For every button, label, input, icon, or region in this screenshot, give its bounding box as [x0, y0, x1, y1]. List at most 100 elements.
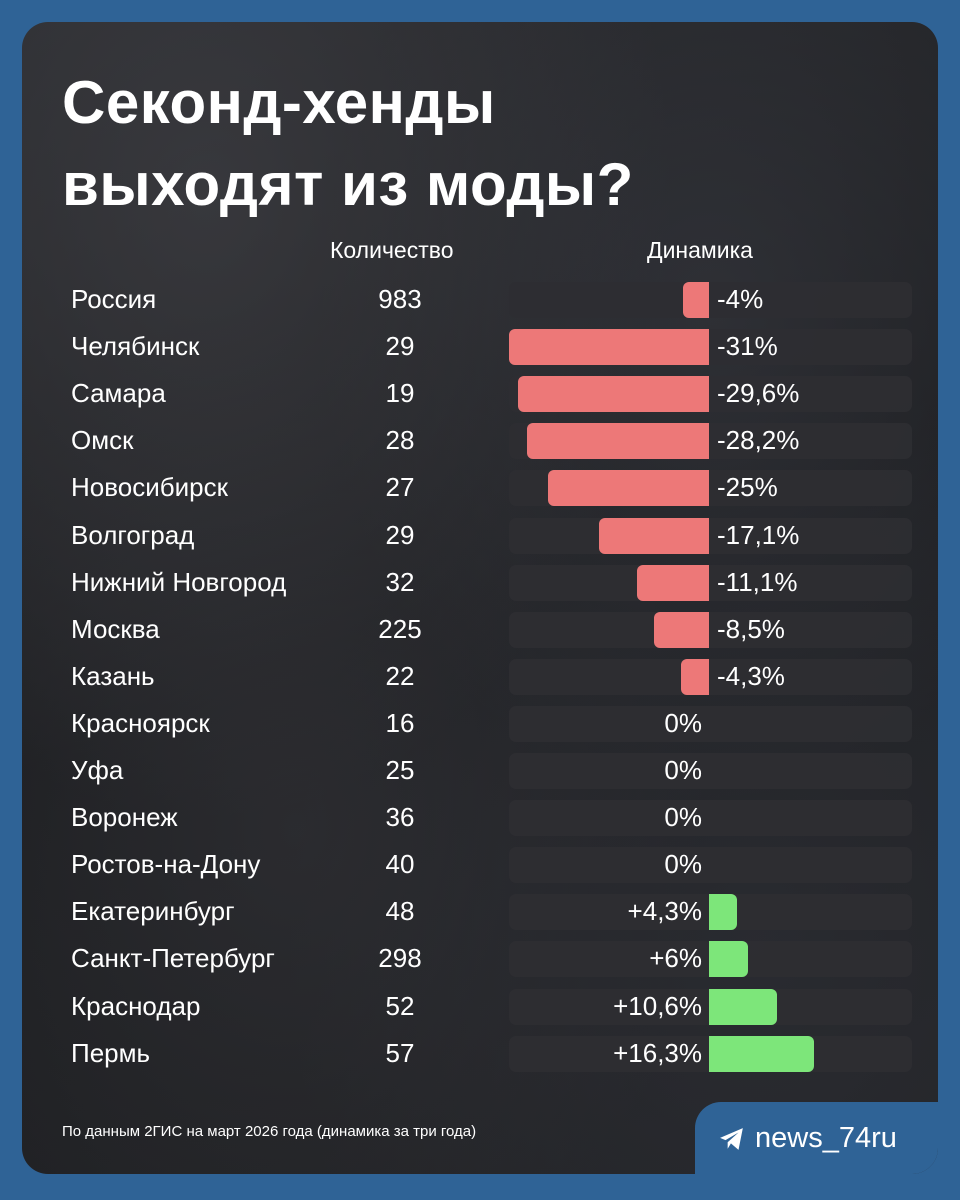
dynamic-label: -4%: [717, 284, 764, 314]
table-row: Новосибирск 27 -25%: [22, 467, 938, 509]
count-value: 16: [385, 707, 415, 738]
dynamic-bar: [683, 282, 709, 318]
city-name: Ростов-на-Дону: [71, 849, 261, 880]
dynamic-bar: [518, 376, 709, 413]
table-row: Красноярск 16 0%: [22, 703, 938, 745]
dynamic-label: -4,3%: [717, 660, 785, 691]
count-value: 298: [378, 943, 422, 974]
table-row: Краснодар 52 +10,6%: [22, 986, 938, 1028]
count-value: 52: [385, 990, 415, 1021]
city-name: Самара: [71, 378, 166, 409]
city-name: Челябинск: [71, 331, 200, 362]
city-name: Омск: [71, 425, 134, 456]
city-name: Уфа: [71, 755, 124, 785]
dynamic-bar: [709, 988, 778, 1025]
bar-track: [509, 517, 912, 554]
column-header-count: Количество: [330, 237, 454, 263]
city-name: Санкт-Петербург: [71, 943, 275, 974]
bar-track: [509, 705, 912, 742]
dynamic-label: -11,1%: [717, 566, 798, 597]
title-line-1: Секонд-хенды: [62, 69, 496, 136]
dynamic-bar: [547, 470, 709, 507]
infographic-card: Секонд-хенды выходят из моды? Количество…: [22, 22, 938, 1174]
bar-track: [509, 800, 912, 837]
table-row: Волгоград 29 -17,1%: [22, 515, 938, 557]
dynamic-label: 0%: [664, 849, 702, 880]
city-name: Пермь: [71, 1037, 151, 1068]
table-row: Уфа 25 0%: [22, 750, 938, 792]
dynamic-label: -31%: [717, 331, 778, 362]
city-name: Красноярск: [71, 707, 210, 738]
count-value: 983: [378, 284, 422, 314]
dynamic-label: -17,1%: [717, 519, 800, 550]
brand-name: news_74ru: [755, 1122, 897, 1154]
dynamic-bar: [637, 564, 709, 601]
city-name: Россия: [71, 284, 157, 314]
dynamic-label: 0%: [664, 802, 702, 833]
count-value: 57: [385, 1037, 415, 1068]
table-row: Екатеринбург 48 +4,3%: [22, 891, 938, 933]
count-value: 29: [385, 519, 415, 550]
city-name: Екатеринбург: [71, 896, 235, 927]
dynamic-label: +16,3%: [613, 1037, 702, 1068]
bar-track: [509, 658, 912, 695]
bar-track: [509, 282, 912, 318]
count-value: 25: [385, 755, 415, 785]
dynamic-label: +6%: [649, 943, 702, 974]
bar-track: [509, 753, 912, 789]
count-value: 36: [385, 802, 415, 833]
count-value: 32: [385, 566, 415, 597]
column-header-dynamic: Динамика: [647, 237, 753, 263]
dynamic-label: +4,3%: [627, 896, 702, 927]
dynamic-bar: [527, 423, 709, 460]
dynamic-bar: [709, 894, 737, 931]
count-value: 40: [385, 849, 415, 880]
table-row: Москва 225 -8,5%: [22, 609, 938, 651]
table-row: Пермь 57 +16,3%: [22, 1033, 938, 1075]
telegram-icon: [720, 1128, 743, 1150]
city-name: Нижний Новгород: [71, 566, 287, 597]
dynamic-bar: [709, 1035, 815, 1072]
dynamic-bar: [654, 611, 709, 648]
dynamic-label: -28,2%: [717, 425, 800, 456]
bar-track: [509, 847, 912, 884]
city-name: Краснодар: [71, 990, 201, 1021]
count-value: 29: [385, 331, 415, 362]
dynamic-bar: [709, 941, 748, 978]
source-note: По данным 2ГИС на март 2026 года (динами…: [62, 1123, 477, 1140]
city-name: Казань: [71, 660, 155, 691]
dynamic-bar: [598, 517, 709, 554]
dynamic-label: 0%: [664, 707, 702, 738]
dynamic-bar: [509, 329, 709, 366]
count-value: 48: [385, 896, 415, 927]
city-name: Москва: [71, 613, 160, 644]
dynamic-label: -25%: [717, 472, 778, 503]
title-line-2: выходят из моды?: [62, 151, 634, 218]
city-name: Воронеж: [71, 802, 178, 833]
city-name: Новосибирск: [71, 472, 228, 503]
count-value: 225: [378, 613, 422, 644]
count-value: 19: [385, 378, 415, 409]
table-row: Челябинск 29 -31%: [22, 326, 938, 368]
dynamic-label: -29,6%: [717, 378, 800, 409]
count-value: 22: [385, 660, 415, 691]
table-row: Россия 983 -4%: [22, 279, 938, 321]
count-value: 27: [385, 472, 415, 503]
table-row: Омск 28 -28,2%: [22, 420, 938, 462]
table-row: Нижний Новгород 32 -11,1%: [22, 562, 938, 604]
table-row: Самара 19 -29,6%: [22, 373, 938, 415]
page-title: Секонд-хенды выходят из моды?: [62, 62, 902, 226]
dynamic-bar: [681, 658, 709, 695]
city-name: Волгоград: [71, 519, 195, 550]
dynamic-label: -8,5%: [717, 613, 785, 644]
dynamic-label: 0%: [664, 755, 702, 785]
table-row: Ростов-на-Дону 40 0%: [22, 844, 938, 886]
table-row: Казань 22 -4,3%: [22, 656, 938, 698]
brand-badge[interactable]: news_74ru: [695, 1102, 938, 1174]
count-value: 28: [385, 425, 415, 456]
table-row: Санкт-Петербург 298 +6%: [22, 938, 938, 980]
table-row: Воронеж 36 0%: [22, 797, 938, 839]
bar-track: [509, 564, 912, 601]
dynamic-label: +10,6%: [613, 990, 702, 1021]
bar-track: [509, 611, 912, 648]
